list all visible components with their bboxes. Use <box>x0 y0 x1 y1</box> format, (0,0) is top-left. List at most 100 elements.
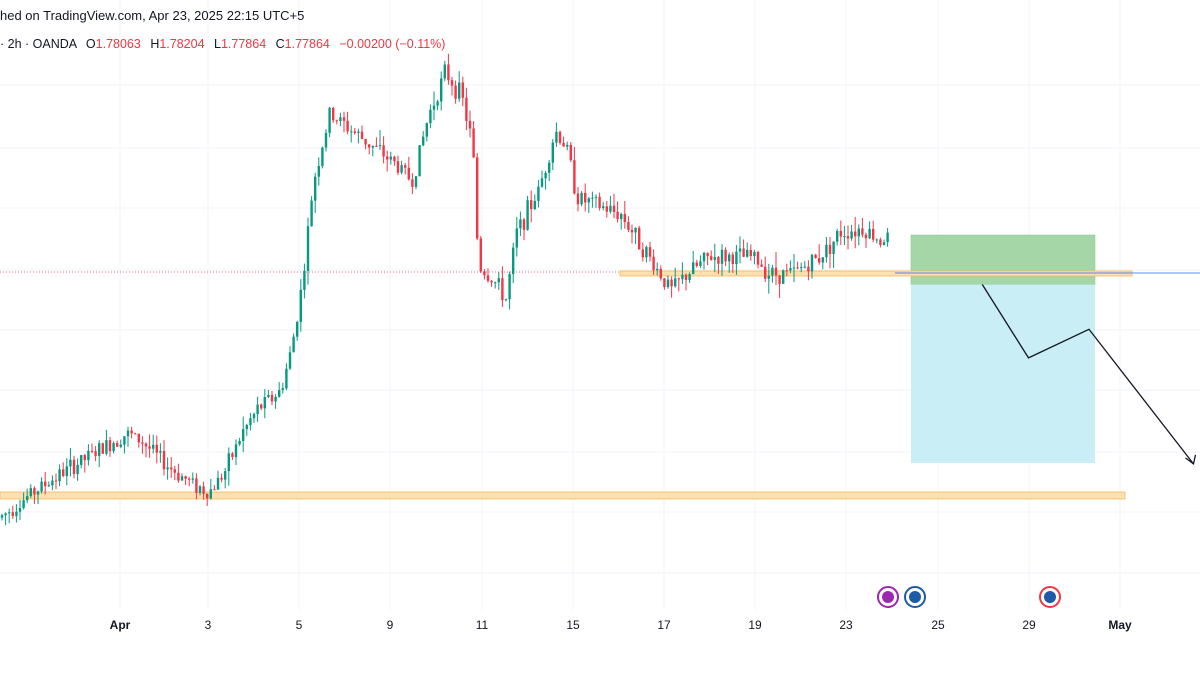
candle-body <box>810 254 814 272</box>
candle-body <box>368 144 371 148</box>
x-axis-tick: 23 <box>839 618 853 632</box>
candle-body <box>490 280 493 283</box>
candle-body <box>123 436 126 445</box>
candle-body <box>476 157 479 239</box>
candle-body <box>652 256 655 271</box>
candle-body <box>144 443 148 447</box>
open-value: 1.78063 <box>95 37 141 51</box>
candle-body <box>242 429 245 441</box>
candle-body <box>688 274 691 280</box>
candle-body <box>263 397 266 409</box>
candle-body <box>342 117 346 121</box>
candle-body <box>483 271 486 276</box>
candle-body <box>591 197 594 199</box>
candle-body <box>746 249 749 257</box>
candle-body <box>360 131 364 139</box>
candle-body <box>720 249 724 264</box>
candle-body <box>616 211 619 219</box>
candle-body <box>159 451 162 453</box>
candle-body <box>846 236 850 239</box>
candle-body <box>825 244 828 258</box>
x-axis-tick: 15 <box>566 618 580 632</box>
candle-body <box>321 147 324 167</box>
candle-body <box>677 278 680 280</box>
candle-body <box>623 214 626 223</box>
candle-body <box>670 279 673 287</box>
candle-body <box>843 236 846 238</box>
candle-body <box>209 489 212 499</box>
change-value: −0.00200 (−0.11%) <box>339 37 446 51</box>
candle-body <box>126 430 130 437</box>
candle-body <box>353 131 356 133</box>
candle-body <box>310 200 313 227</box>
candle-body <box>234 444 238 457</box>
candle-body <box>407 167 410 180</box>
candle-body <box>260 404 263 409</box>
candle-body <box>425 123 428 137</box>
candle-body <box>807 266 810 272</box>
candle-body <box>792 267 796 269</box>
candle-body <box>814 254 817 259</box>
candle-body <box>828 244 832 254</box>
candle-body <box>98 443 101 457</box>
candle-body <box>224 471 227 480</box>
candle-body <box>396 161 400 173</box>
candle-body <box>101 443 104 454</box>
candle-body <box>674 278 677 287</box>
candle-body <box>90 450 94 452</box>
x-axis-tick: 19 <box>748 618 762 632</box>
candle-body <box>116 443 119 447</box>
candle-body <box>760 264 763 267</box>
candle-body <box>314 176 317 201</box>
candle-body <box>371 145 374 148</box>
candle-body <box>818 258 821 263</box>
candle-body <box>537 186 540 201</box>
loss-zone <box>911 284 1095 464</box>
candle-body <box>864 234 868 239</box>
candle-body <box>886 232 889 243</box>
candle-body <box>411 179 414 187</box>
candle-body <box>76 464 79 475</box>
candle-body <box>551 142 554 163</box>
candle-body <box>18 508 22 512</box>
candle-body <box>789 268 792 271</box>
candle-body <box>400 165 403 173</box>
candle-body <box>281 388 284 391</box>
candle-body <box>29 488 32 497</box>
close-label: C <box>275 37 285 51</box>
candle-body <box>540 178 544 187</box>
published-text: hed on TradingView.com, Apr 23, 2025 22:… <box>0 8 305 23</box>
candle-body <box>771 267 774 276</box>
candle-body <box>155 444 158 453</box>
candle-body <box>285 368 288 389</box>
candle-body <box>706 252 709 257</box>
candle-body <box>472 128 475 158</box>
candle-body <box>296 321 299 337</box>
candle-body <box>724 249 727 262</box>
high-value: 1.78204 <box>159 37 205 51</box>
candle-body <box>26 496 29 501</box>
candle-body <box>422 136 425 146</box>
x-axis-tick: 9 <box>387 618 394 632</box>
high-label: H <box>150 37 160 51</box>
x-axis-tick: 3 <box>205 618 212 632</box>
candle-body <box>173 469 176 473</box>
profit-zone <box>910 234 1096 285</box>
candle-body <box>58 469 61 482</box>
candle-body <box>702 252 706 262</box>
globe-event-icon-inner <box>1044 591 1056 603</box>
candle-body <box>602 206 605 209</box>
candle-body <box>0 515 4 518</box>
candle-body <box>713 257 716 260</box>
candle-body <box>432 105 436 110</box>
candle-body <box>857 228 860 237</box>
candle-body <box>274 396 277 402</box>
candle-body <box>227 453 230 472</box>
candle-body <box>620 214 623 219</box>
candle-body <box>659 268 662 279</box>
candle-body <box>634 227 637 233</box>
candle-body <box>22 500 25 509</box>
candle-body <box>479 238 482 272</box>
candle-body <box>519 219 522 229</box>
